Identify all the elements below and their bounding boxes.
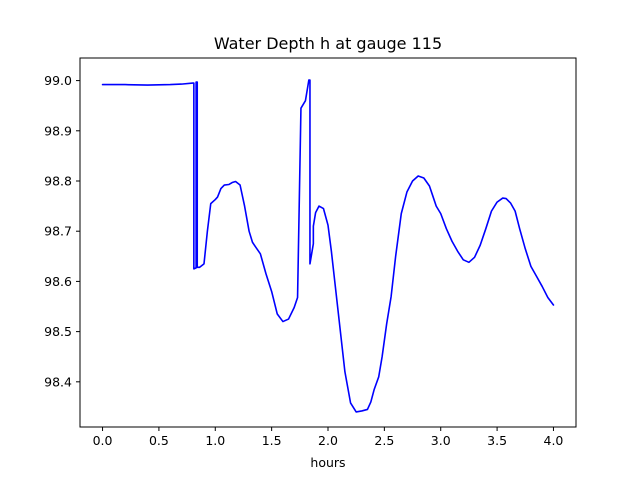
x-axis-ticks: 0.0 0.5 1.0 1.5 2.0 2.5 3.0 3.5 4.0 <box>93 427 564 448</box>
y-tick-label: 98.7 <box>44 224 72 239</box>
x-tick-label: 0.0 <box>93 433 113 448</box>
x-tick-label: 3.5 <box>487 433 507 448</box>
x-tick-label: 4.0 <box>544 433 564 448</box>
x-tick-label: 1.5 <box>262 433 282 448</box>
x-axis-label: hours <box>310 455 345 470</box>
x-tick-label: 1.0 <box>205 433 225 448</box>
y-tick-label: 98.9 <box>44 123 72 138</box>
x-tick-label: 2.5 <box>374 433 394 448</box>
x-tick-label: 3.0 <box>431 433 451 448</box>
y-tick-label: 98.4 <box>44 374 72 389</box>
y-tick-label: 99.0 <box>44 73 72 88</box>
y-tick-label: 98.5 <box>44 324 72 339</box>
x-tick-label: 0.5 <box>149 433 169 448</box>
series-line <box>101 79 555 413</box>
y-axis-ticks: 98.4 98.5 98.6 98.7 98.8 98.9 99.0 <box>44 73 80 389</box>
y-tick-label: 98.8 <box>44 174 72 189</box>
x-tick-label: 2.0 <box>318 433 338 448</box>
chart-title: Water Depth h at gauge 115 <box>214 34 442 53</box>
series-layer <box>101 79 555 413</box>
y-tick-label: 98.6 <box>44 274 72 289</box>
